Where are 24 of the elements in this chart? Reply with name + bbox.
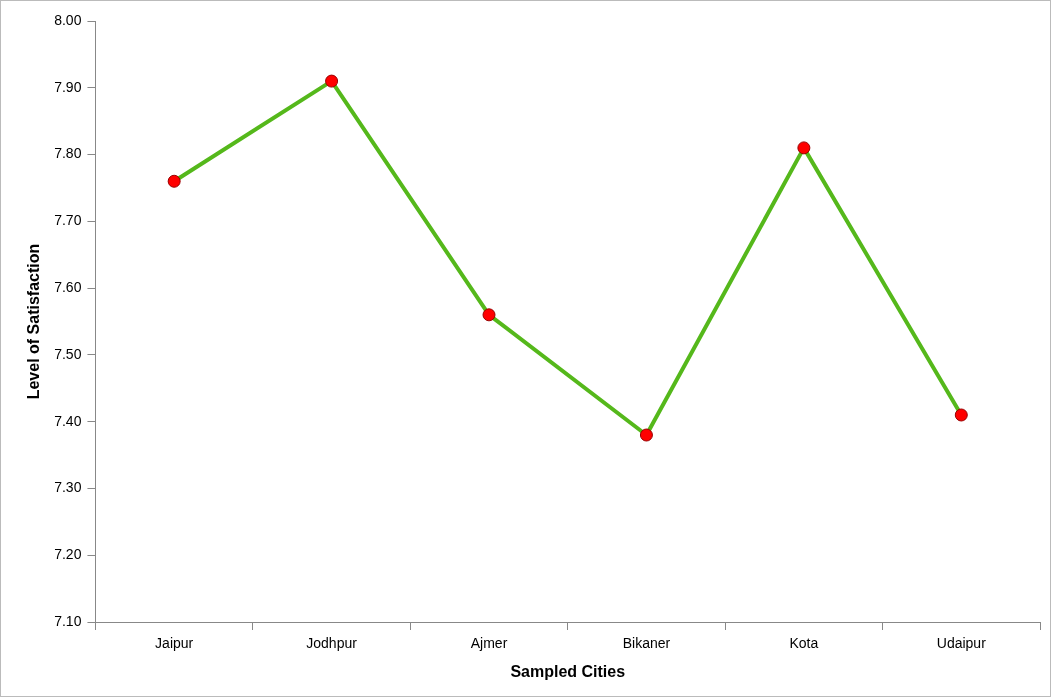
- x-tick-label: Udaipur: [936, 635, 987, 652]
- y-tick-label: 7.80: [54, 145, 82, 162]
- y-tick-label: 7.90: [54, 78, 82, 95]
- point: [954, 408, 968, 422]
- point: [325, 74, 339, 88]
- y-axis-title: Level of Satisfaction: [25, 243, 43, 400]
- y-tick-label: 7.60: [54, 278, 82, 295]
- x-axis-title: Sampled Cities: [510, 662, 626, 680]
- point: [482, 308, 496, 322]
- y-tick-label: 7.40: [54, 412, 82, 429]
- x-tick-label: Ajmer: [470, 635, 508, 652]
- y-tick-label: 7.50: [54, 345, 82, 362]
- y-tick-label: 7.20: [54, 546, 82, 563]
- x-tick-label: Kota: [789, 635, 819, 652]
- x-tick-label: Jaipur: [155, 635, 194, 652]
- y-tick-label: 7.10: [54, 612, 82, 629]
- y-tick-label: 7.30: [54, 479, 82, 496]
- y-tick-label: 8.00: [54, 11, 82, 28]
- x-tick-label: Jodhpur: [306, 635, 358, 652]
- y-tick-label: 7.70: [54, 212, 82, 229]
- point: [639, 428, 653, 442]
- point: [797, 141, 811, 155]
- x-tick-label: Bikaner: [622, 635, 671, 652]
- point: [167, 174, 181, 188]
